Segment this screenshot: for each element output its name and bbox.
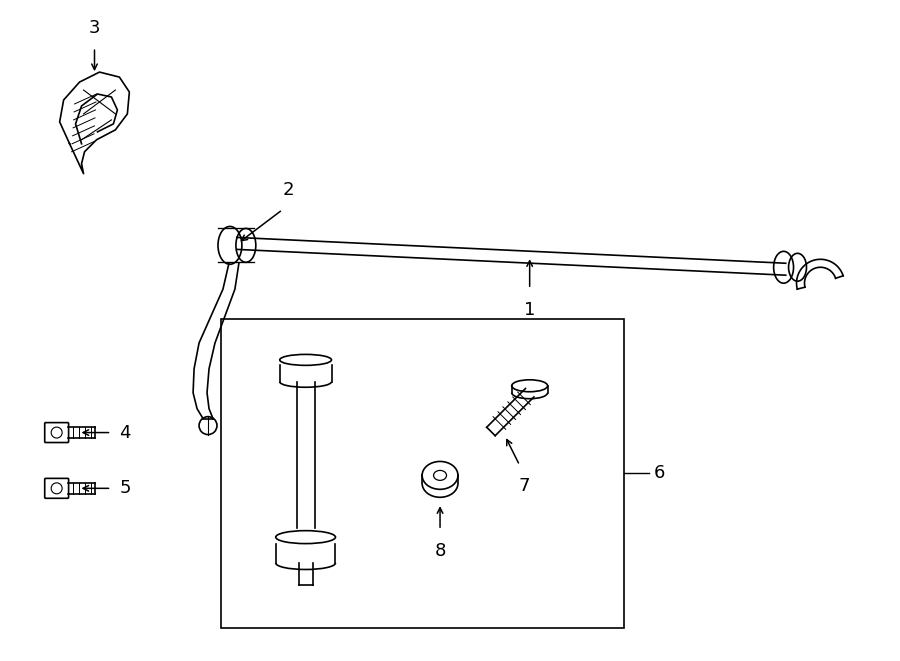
Text: 1: 1 — [524, 301, 536, 319]
Text: 5: 5 — [120, 479, 130, 497]
Bar — [221, 319, 625, 628]
Text: 8: 8 — [435, 542, 446, 560]
Text: 3: 3 — [89, 19, 100, 37]
Text: 7: 7 — [519, 477, 530, 495]
Text: 6: 6 — [654, 465, 665, 483]
Text: 2: 2 — [283, 180, 294, 198]
Text: 4: 4 — [120, 424, 130, 442]
